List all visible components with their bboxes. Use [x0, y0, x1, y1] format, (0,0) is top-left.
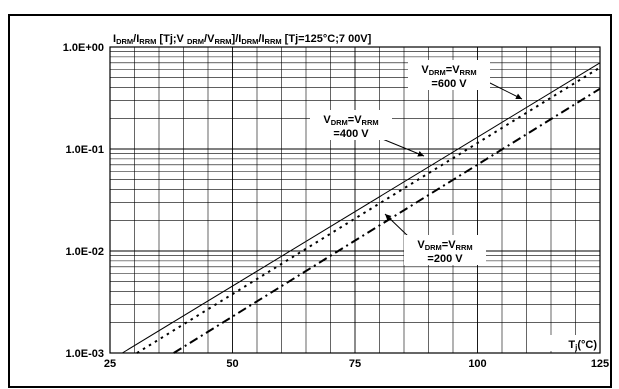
tick-labels: 25 50 75 100 125 1.0E-03 1.0E-02 1.0E-01 1.0E+00: [63, 42, 609, 370]
x-axis-label: Tj(°C): [548, 335, 598, 352]
annotation-line1-600v: VDRM=VRRM: [421, 64, 476, 77]
annotation-arrowhead-400v: [417, 151, 424, 157]
annotation-leader-600v: [483, 79, 523, 100]
chart-frame: 25 50 75 100 125 1.0E-03 1.0E-02 1.0E-01 1.0E+00…: [8, 14, 612, 388]
annotation-bg-400v: [310, 110, 392, 140]
series-line-200v: [173, 87, 601, 354]
annotation-line1-400v: VDRM=VRRM: [323, 114, 378, 127]
x-tick-label: 75: [349, 358, 361, 370]
y-tick-label: 1.0E-02: [65, 246, 104, 258]
annotation-arrowhead-200v: [385, 214, 392, 221]
series-line-600v: [122, 62, 601, 354]
x-axis-label-text: Tj(°C): [568, 339, 597, 352]
y-tick-label: 1.0E+00: [63, 42, 104, 54]
x-tick-label: 25: [104, 358, 116, 370]
x-tick-label: 125: [591, 358, 609, 370]
x-axis-label-bg: [548, 335, 598, 351]
x-tick-label: 50: [226, 358, 238, 370]
y-axis-label: IDRM/IRRM [Tj;V DRM/VRRM]/IDRM/IRRM [Tj=…: [113, 33, 372, 46]
annotation-line2-200v: =200 V: [427, 253, 463, 265]
annotation-line1-200v: VDRM=VRRM: [417, 239, 472, 252]
y-tick-label: 1.0E-03: [65, 348, 104, 360]
chart-svg: 25 50 75 100 125 1.0E-03 1.0E-02 1.0E-01 1.0E+00…: [63, 33, 609, 370]
annotation-arrowhead-600v: [515, 93, 522, 99]
x-tick-label: 100: [468, 358, 486, 370]
annotation-line2-400v: =400 V: [333, 128, 369, 140]
grid: [109, 47, 601, 354]
y-axis-label-text: IDRM/IRRM [Tj;V DRM/VRRM]/IDRM/IRRM [Tj=…: [113, 33, 372, 46]
annotation-bg-200v: [404, 235, 486, 265]
annotation-line2-600v: =600 V: [431, 78, 467, 90]
annotation-bg-600v: [408, 60, 490, 90]
series-group: [122, 62, 601, 354]
plot-border: [109, 46, 601, 354]
y-tick-label: 1.0E-01: [65, 144, 104, 156]
